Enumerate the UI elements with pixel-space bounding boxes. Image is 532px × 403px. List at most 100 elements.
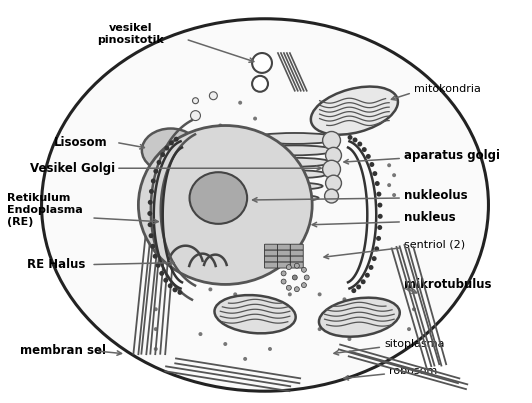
Ellipse shape [347, 135, 353, 140]
FancyBboxPatch shape [264, 256, 277, 262]
Ellipse shape [392, 193, 396, 197]
FancyBboxPatch shape [277, 244, 290, 250]
Ellipse shape [268, 347, 272, 351]
Ellipse shape [190, 111, 201, 120]
Ellipse shape [356, 285, 361, 289]
Ellipse shape [193, 98, 198, 104]
Ellipse shape [163, 278, 168, 283]
Ellipse shape [353, 137, 358, 142]
Ellipse shape [164, 145, 169, 151]
FancyBboxPatch shape [290, 262, 303, 268]
Ellipse shape [214, 295, 296, 333]
Ellipse shape [194, 114, 197, 118]
Ellipse shape [286, 285, 292, 290]
Ellipse shape [378, 214, 383, 219]
Text: nukleolus: nukleolus [404, 189, 468, 202]
Ellipse shape [302, 267, 306, 272]
Ellipse shape [169, 218, 173, 222]
Ellipse shape [372, 256, 377, 261]
Text: membran sel: membran sel [20, 345, 106, 357]
FancyBboxPatch shape [277, 262, 290, 268]
Ellipse shape [218, 124, 222, 127]
Ellipse shape [325, 189, 338, 203]
Ellipse shape [366, 154, 371, 159]
Ellipse shape [365, 273, 370, 278]
Ellipse shape [156, 263, 161, 268]
Ellipse shape [153, 169, 159, 174]
Ellipse shape [372, 171, 377, 176]
Ellipse shape [288, 292, 292, 296]
Text: nukleus: nukleus [404, 212, 456, 224]
Ellipse shape [351, 288, 356, 293]
Ellipse shape [138, 125, 312, 285]
Ellipse shape [253, 116, 257, 120]
Ellipse shape [387, 183, 391, 187]
Ellipse shape [189, 172, 247, 224]
Ellipse shape [209, 287, 212, 291]
Ellipse shape [147, 211, 152, 216]
Ellipse shape [294, 263, 300, 268]
Text: vesikel
pinositotik: vesikel pinositotik [97, 23, 164, 45]
Text: RE Halus: RE Halus [27, 258, 85, 271]
Ellipse shape [302, 283, 306, 288]
Ellipse shape [252, 76, 268, 92]
Ellipse shape [259, 158, 330, 167]
FancyBboxPatch shape [290, 250, 303, 256]
Ellipse shape [154, 347, 158, 351]
Text: robosom: robosom [389, 366, 437, 376]
Ellipse shape [377, 225, 382, 230]
Ellipse shape [319, 298, 400, 337]
Text: mitokondria: mitokondria [414, 84, 481, 94]
Ellipse shape [392, 173, 396, 177]
Ellipse shape [148, 200, 153, 205]
Ellipse shape [164, 198, 168, 202]
Text: Retikulum
Endoplasma
(RE): Retikulum Endoplasma (RE) [7, 193, 82, 226]
Ellipse shape [149, 189, 154, 194]
Text: sentriol (2): sentriol (2) [404, 240, 465, 250]
Ellipse shape [322, 131, 340, 150]
Ellipse shape [322, 160, 340, 178]
Text: mikrotubulus: mikrotubulus [404, 278, 492, 291]
Ellipse shape [151, 179, 156, 183]
Text: Vesikel Golgi: Vesikel Golgi [30, 162, 115, 175]
Ellipse shape [178, 290, 182, 295]
Ellipse shape [374, 246, 379, 251]
Ellipse shape [362, 147, 367, 152]
Ellipse shape [151, 244, 155, 249]
Ellipse shape [318, 327, 322, 331]
Ellipse shape [210, 92, 218, 100]
Ellipse shape [153, 254, 157, 259]
FancyBboxPatch shape [290, 244, 303, 250]
Ellipse shape [271, 195, 319, 201]
Ellipse shape [198, 332, 203, 336]
FancyBboxPatch shape [277, 256, 290, 262]
Ellipse shape [174, 137, 179, 142]
Ellipse shape [387, 163, 391, 167]
Ellipse shape [154, 327, 158, 331]
Ellipse shape [326, 175, 342, 191]
Ellipse shape [243, 357, 247, 361]
Ellipse shape [169, 140, 174, 145]
Ellipse shape [160, 152, 165, 157]
Ellipse shape [361, 279, 365, 284]
FancyBboxPatch shape [264, 262, 277, 268]
Ellipse shape [377, 191, 381, 197]
Ellipse shape [167, 238, 171, 242]
Ellipse shape [377, 203, 383, 208]
Ellipse shape [263, 170, 327, 178]
Ellipse shape [281, 271, 286, 276]
Ellipse shape [168, 283, 173, 288]
Ellipse shape [147, 222, 153, 227]
Ellipse shape [311, 87, 398, 135]
Ellipse shape [286, 265, 292, 270]
Ellipse shape [255, 145, 335, 155]
Ellipse shape [41, 19, 488, 391]
Text: aparatus golgi: aparatus golgi [404, 149, 500, 162]
Ellipse shape [142, 129, 200, 172]
FancyBboxPatch shape [264, 244, 277, 250]
Text: Lisosom: Lisosom [54, 136, 107, 149]
FancyBboxPatch shape [277, 250, 290, 256]
Ellipse shape [251, 133, 338, 144]
FancyBboxPatch shape [290, 256, 303, 262]
Ellipse shape [412, 307, 416, 311]
